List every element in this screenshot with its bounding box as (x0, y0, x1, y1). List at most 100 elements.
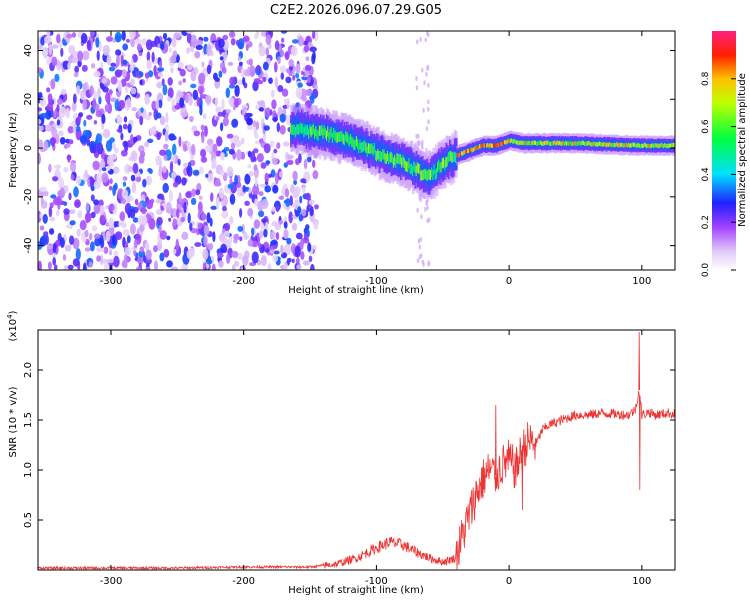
noise-cell (181, 231, 189, 240)
noise-cell (191, 188, 196, 197)
noise-cell (79, 135, 88, 144)
noise-cell (50, 194, 57, 199)
noise-cell (212, 231, 216, 243)
noise-cell (46, 57, 52, 65)
noise-cell (46, 102, 54, 112)
noise-cell (90, 146, 97, 154)
noise-cell (106, 36, 114, 42)
noise-cell (194, 51, 201, 59)
noise-cell (274, 40, 280, 51)
noise-cell (103, 153, 108, 165)
noise-cell (153, 65, 157, 77)
noise-cell (421, 144, 424, 150)
noise-cell (203, 235, 208, 247)
noise-cell (185, 191, 192, 198)
noise-cell (295, 63, 301, 74)
noise-cell (137, 255, 144, 265)
noise-cell (49, 137, 57, 145)
noise-cell (55, 210, 60, 217)
noise-cell (295, 257, 300, 265)
noise-cell (417, 133, 420, 139)
noise-cell (122, 229, 130, 237)
noise-cell (113, 255, 120, 268)
noise-cell (226, 253, 231, 264)
noise-cell (292, 74, 296, 81)
noise-cell (237, 56, 241, 62)
noise-cell (114, 147, 119, 154)
noise-cell (268, 44, 272, 49)
noise-cell (255, 121, 260, 130)
snr-y-axis: 0.5 1.0 1.5 2.0 (23, 362, 675, 528)
noise-cell (197, 222, 203, 230)
noise-cell (183, 201, 187, 213)
noise-cell (304, 89, 313, 96)
noise-cell (145, 249, 152, 261)
noise-cell (182, 112, 189, 117)
noise-cell (113, 250, 119, 257)
noise-cell (129, 31, 136, 40)
noise-cell (296, 264, 302, 270)
noise-cell (92, 160, 100, 171)
noise-cell (105, 92, 111, 104)
noise-cell (234, 98, 240, 108)
noise-cell (158, 60, 163, 68)
noise-cell (123, 254, 128, 265)
noise-cell (96, 255, 101, 262)
noise-cell (148, 112, 152, 116)
noise-cell (269, 249, 275, 254)
noise-cell (186, 166, 190, 174)
noise-cell (86, 39, 92, 51)
noise-cell (312, 31, 316, 40)
noise-cell (132, 217, 139, 223)
noise-cell (67, 154, 71, 163)
noise-cell (132, 136, 138, 143)
noise-cell (267, 263, 272, 270)
noise-cell (211, 158, 217, 168)
noise-cell (224, 113, 229, 120)
noise-cell (140, 150, 146, 158)
noise-cell (70, 174, 75, 181)
noise-cell (253, 219, 261, 229)
noise-cell (242, 36, 250, 42)
noise-cell (237, 225, 244, 232)
noise-cell (81, 64, 88, 72)
noise-cell (92, 225, 97, 232)
noise-cell (90, 241, 95, 252)
noise-cell (206, 243, 214, 251)
noise-cell (185, 94, 189, 104)
noise-cell (82, 50, 90, 61)
noise-cell (302, 260, 310, 266)
noise-cell (75, 175, 82, 185)
noise-cell (83, 119, 87, 127)
noise-cell (146, 51, 151, 62)
noise-cell (311, 53, 316, 65)
noise-cell (271, 89, 275, 98)
noise-cell (64, 244, 72, 252)
noise-cell (68, 192, 72, 201)
noise-cell (172, 50, 178, 59)
noise-cell (269, 140, 275, 148)
noise-cell (272, 255, 278, 263)
noise-cell (425, 71, 428, 77)
noise-cell (89, 175, 93, 188)
noise-cell (72, 258, 80, 267)
noise-cell (149, 126, 157, 136)
colorbar-tick-label: 0.4 (701, 167, 711, 182)
noise-cell (176, 208, 180, 219)
noise-cell (101, 172, 109, 184)
noise-cell (108, 185, 113, 191)
x-tick-label: 100 (632, 576, 651, 587)
noise-cell (169, 161, 174, 173)
noise-cell (192, 89, 199, 101)
noise-cell (313, 221, 319, 230)
noise-cell (293, 179, 297, 186)
noise-cell (41, 47, 49, 57)
noise-cell (139, 115, 144, 126)
noise-cell (415, 76, 418, 81)
noise-cell (263, 228, 268, 238)
noise-cell (281, 88, 289, 97)
noise-cell (416, 39, 419, 45)
noise-cell (120, 78, 127, 88)
noise-cell (214, 181, 222, 187)
noise-cell (115, 231, 123, 241)
